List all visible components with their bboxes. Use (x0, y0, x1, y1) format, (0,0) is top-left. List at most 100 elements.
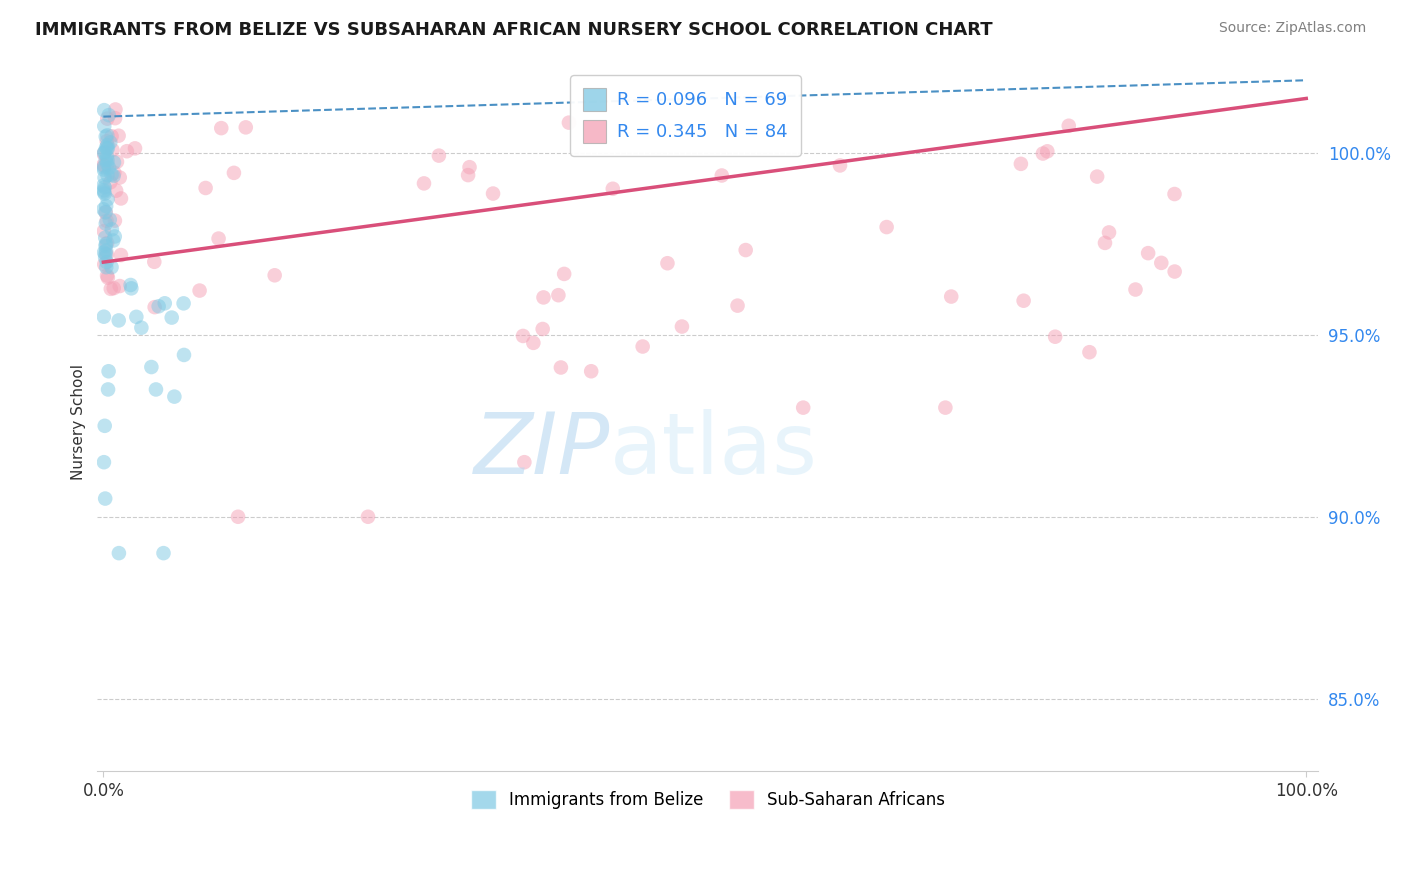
Point (550, 360, 572, 375)
Point (97, 192, 120, 206)
Point (226, 509, 249, 524)
Point (93, 455, 115, 469)
Point (143, 255, 166, 269)
Point (148, 299, 170, 313)
Point (1150, 256, 1173, 270)
Point (1032, 146, 1054, 161)
Point (96, 214, 118, 228)
Point (104, 229, 127, 244)
Point (94, 251, 117, 265)
Point (96, 112, 118, 126)
Point (94, 244, 117, 258)
Point (98, 175, 121, 189)
Point (458, 160, 481, 174)
Point (941, 289, 963, 303)
Point (209, 121, 232, 136)
Point (143, 300, 166, 314)
Point (100, 260, 122, 275)
Point (96, 247, 118, 261)
Point (93, 170, 115, 185)
Point (93, 245, 115, 260)
Point (97, 141, 120, 155)
Point (96, 149, 118, 163)
Text: ZIP: ZIP (474, 409, 610, 491)
Point (93, 145, 115, 159)
Point (173, 348, 195, 362)
Point (710, 169, 733, 183)
Point (553, 267, 575, 281)
Point (792, 401, 814, 415)
Point (107, 128, 129, 143)
Point (94, 205, 117, 219)
Point (93, 418, 115, 433)
Point (105, 154, 128, 169)
Point (828, 158, 851, 172)
Point (101, 143, 124, 157)
Point (120, 277, 142, 292)
Point (263, 268, 285, 283)
Point (93, 186, 115, 201)
Point (533, 290, 555, 304)
Point (657, 256, 679, 270)
Point (93, 158, 115, 172)
Point (104, 103, 127, 117)
Point (734, 243, 756, 257)
Point (94, 491, 117, 506)
Point (93, 161, 115, 175)
Point (188, 284, 211, 298)
Point (531, 322, 554, 336)
Point (101, 222, 124, 236)
Point (93, 224, 115, 238)
Point (876, 220, 898, 235)
Point (141, 359, 163, 374)
Point (1125, 283, 1147, 297)
Point (93, 183, 115, 197)
Point (103, 166, 125, 180)
Point (357, 509, 380, 524)
Point (94, 217, 117, 231)
Point (1043, 329, 1066, 343)
Point (104, 111, 127, 125)
Point (153, 296, 176, 310)
Point (93, 162, 115, 177)
Point (103, 155, 125, 169)
Point (152, 546, 174, 560)
Point (97, 108, 120, 122)
Point (96, 268, 118, 283)
Point (1163, 264, 1185, 278)
Point (934, 401, 956, 415)
Point (579, 364, 602, 378)
Point (94, 231, 117, 245)
Point (131, 320, 153, 334)
Point (93, 185, 115, 199)
Point (457, 168, 479, 182)
Point (602, 182, 624, 196)
Point (631, 339, 654, 353)
Point (93, 146, 115, 161)
Text: IMMIGRANTS FROM BELIZE VS SUBSAHARAN AFRICAN NURSERY SCHOOL CORRELATION CHART: IMMIGRANTS FROM BELIZE VS SUBSAHARAN AFR… (35, 21, 993, 39)
Point (93, 103, 115, 117)
Point (124, 141, 146, 155)
Point (1098, 226, 1121, 240)
Point (96, 128, 118, 143)
Point (94, 237, 117, 252)
Point (96, 260, 118, 275)
Text: Source: ZipAtlas.com: Source: ZipAtlas.com (1219, 21, 1367, 36)
Point (160, 310, 183, 325)
Point (1163, 187, 1185, 202)
Point (93, 310, 115, 324)
Point (108, 546, 131, 560)
Point (96, 153, 118, 168)
Point (1094, 235, 1116, 250)
Point (1010, 157, 1032, 171)
Point (513, 455, 536, 469)
Point (120, 281, 142, 295)
Point (512, 329, 534, 343)
Point (100, 282, 122, 296)
Point (103, 234, 125, 248)
Point (671, 319, 693, 334)
Point (100, 129, 122, 144)
Point (97, 270, 120, 285)
Point (96, 199, 118, 213)
Point (93, 178, 115, 193)
